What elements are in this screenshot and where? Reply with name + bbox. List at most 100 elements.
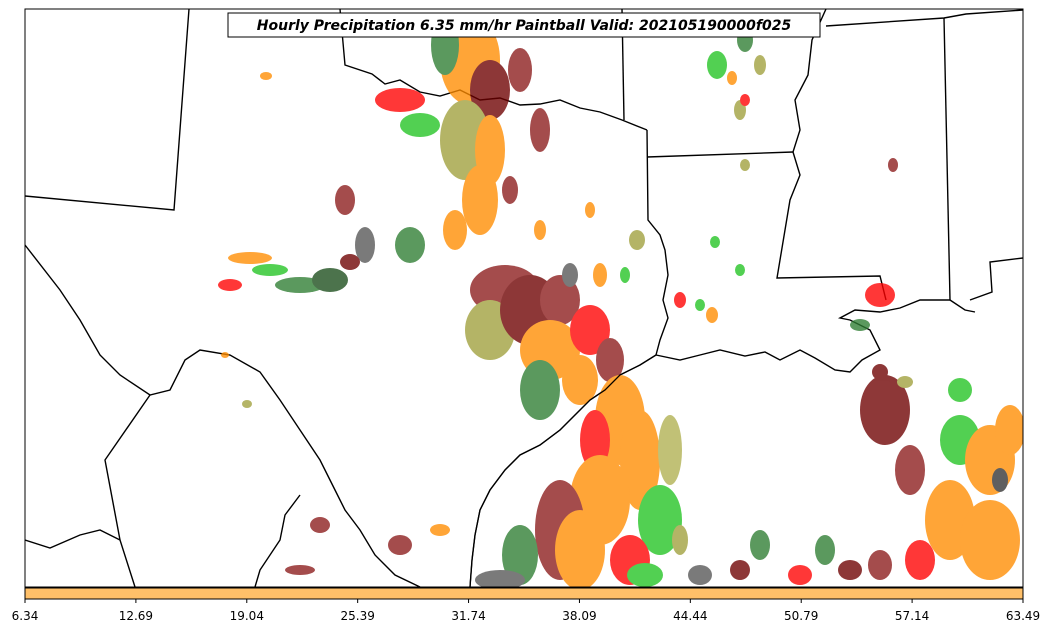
precip-cell bbox=[570, 305, 610, 355]
precip-cell bbox=[335, 185, 355, 215]
precip-cell bbox=[508, 48, 532, 92]
precip-cell bbox=[868, 550, 892, 580]
precip-cell bbox=[520, 360, 560, 420]
precip-cell bbox=[948, 378, 972, 402]
border-al-fl bbox=[969, 257, 1023, 301]
colorbar-tick-label: 44.44 bbox=[673, 609, 707, 623]
precip-cell bbox=[242, 400, 252, 408]
precip-cell bbox=[960, 500, 1020, 580]
precip-cell bbox=[475, 570, 525, 587]
precip-cell bbox=[620, 410, 660, 510]
precip-cell bbox=[534, 220, 546, 240]
precip-cell bbox=[995, 405, 1023, 455]
precip-cell bbox=[865, 283, 895, 307]
precip-cell bbox=[580, 410, 610, 470]
precip-cell bbox=[740, 94, 750, 106]
precip-cell bbox=[706, 307, 718, 323]
colorbar-tick-label: 57.14 bbox=[895, 609, 929, 623]
precip-cell bbox=[555, 510, 605, 587]
precip-cell bbox=[872, 364, 888, 380]
border-rio-grande bbox=[25, 244, 421, 587]
map-title: Hourly Precipitation 6.35 mm/hr Paintbal… bbox=[257, 18, 792, 34]
coast-tx-overlay bbox=[469, 354, 657, 587]
precip-cell bbox=[400, 113, 440, 137]
mx-state-line-3 bbox=[254, 494, 301, 587]
precip-cell bbox=[629, 230, 645, 250]
precip-cell bbox=[260, 72, 272, 80]
border-nm-co bbox=[25, 9, 190, 211]
colorbar-tick-label: 6.34 bbox=[12, 609, 39, 623]
border-tx-la bbox=[646, 129, 669, 356]
precip-cell bbox=[727, 71, 737, 85]
precip-cell bbox=[658, 415, 682, 485]
border-ms-river bbox=[776, 9, 887, 301]
precip-cell bbox=[788, 565, 812, 585]
precip-cell bbox=[502, 176, 518, 204]
precip-cell bbox=[388, 535, 412, 555]
precip-cell bbox=[707, 51, 727, 79]
precip-cell bbox=[730, 560, 750, 580]
precip-cell bbox=[710, 236, 720, 248]
precip-cell bbox=[674, 292, 686, 308]
precip-cell bbox=[585, 202, 595, 218]
precip-cell bbox=[530, 108, 550, 152]
colorbar-tick-label: 25.39 bbox=[340, 609, 374, 623]
precip-cell bbox=[312, 268, 348, 292]
coastline-overlay bbox=[469, 354, 657, 587]
precip-cell bbox=[540, 275, 580, 325]
precip-cell bbox=[218, 279, 242, 291]
precip-cell bbox=[695, 299, 705, 311]
precip-cell bbox=[355, 227, 375, 263]
precip-cell bbox=[838, 560, 862, 580]
precip-cell bbox=[375, 88, 425, 112]
precip-cell bbox=[740, 159, 750, 171]
precip-cell bbox=[750, 530, 770, 560]
colorbar-tick-label: 50.79 bbox=[784, 609, 818, 623]
precip-cell bbox=[895, 445, 925, 495]
border-tn bbox=[825, 9, 1023, 27]
coast-la bbox=[655, 299, 950, 373]
plot-frame bbox=[24, 8, 1024, 588]
precip-cell bbox=[735, 264, 745, 276]
mx-state-line-2 bbox=[25, 529, 121, 549]
colorbar-tick-label: 63.49 bbox=[1006, 609, 1040, 623]
precip-cell bbox=[888, 158, 898, 172]
precip-cell bbox=[562, 355, 598, 405]
precip-cell bbox=[860, 375, 910, 445]
precip-cell bbox=[310, 517, 330, 533]
precip-cell bbox=[593, 263, 607, 287]
precip-cell bbox=[688, 565, 712, 585]
precip-cell bbox=[596, 338, 624, 382]
precip-cell bbox=[815, 535, 835, 565]
precip-cell bbox=[252, 264, 288, 276]
precip-cell bbox=[905, 540, 935, 580]
colorbar-tick-label: 38.09 bbox=[562, 609, 596, 623]
precip-cell bbox=[672, 525, 688, 555]
precip-cell bbox=[638, 485, 682, 555]
precip-cell bbox=[897, 376, 913, 388]
precip-cell bbox=[430, 524, 450, 536]
precip-cell bbox=[562, 263, 578, 287]
precip-cell bbox=[221, 352, 229, 358]
precip-cell bbox=[620, 267, 630, 283]
precip-cell bbox=[992, 468, 1008, 492]
precip-cell bbox=[443, 210, 467, 250]
precip-cell bbox=[462, 165, 498, 235]
precip-cell bbox=[470, 60, 510, 120]
title-background bbox=[227, 12, 821, 38]
colorbar: 6.34 12.69 19.04 25.39 31.74 38.09 44.44 50.79 5… bbox=[12, 587, 1040, 623]
colorbar-ticks: 6.34 12.69 19.04 25.39 31.74 38.09 44.44 50.79 5… bbox=[12, 599, 1040, 623]
border-ar-la bbox=[646, 151, 794, 158]
colorbar-tick-label: 12.69 bbox=[119, 609, 153, 623]
precip-cell bbox=[340, 254, 360, 270]
colorbar-tick-label: 31.74 bbox=[451, 609, 485, 623]
title-box: Hourly Precipitation 6.35 mm/hr Paintbal… bbox=[227, 12, 821, 38]
mx-state-line-1 bbox=[104, 394, 151, 587]
precip-cell bbox=[228, 252, 272, 264]
colorbar-fill bbox=[24, 587, 1024, 600]
coast-ms bbox=[949, 299, 976, 313]
precip-cell bbox=[502, 525, 538, 585]
border-ms-al bbox=[943, 17, 951, 301]
